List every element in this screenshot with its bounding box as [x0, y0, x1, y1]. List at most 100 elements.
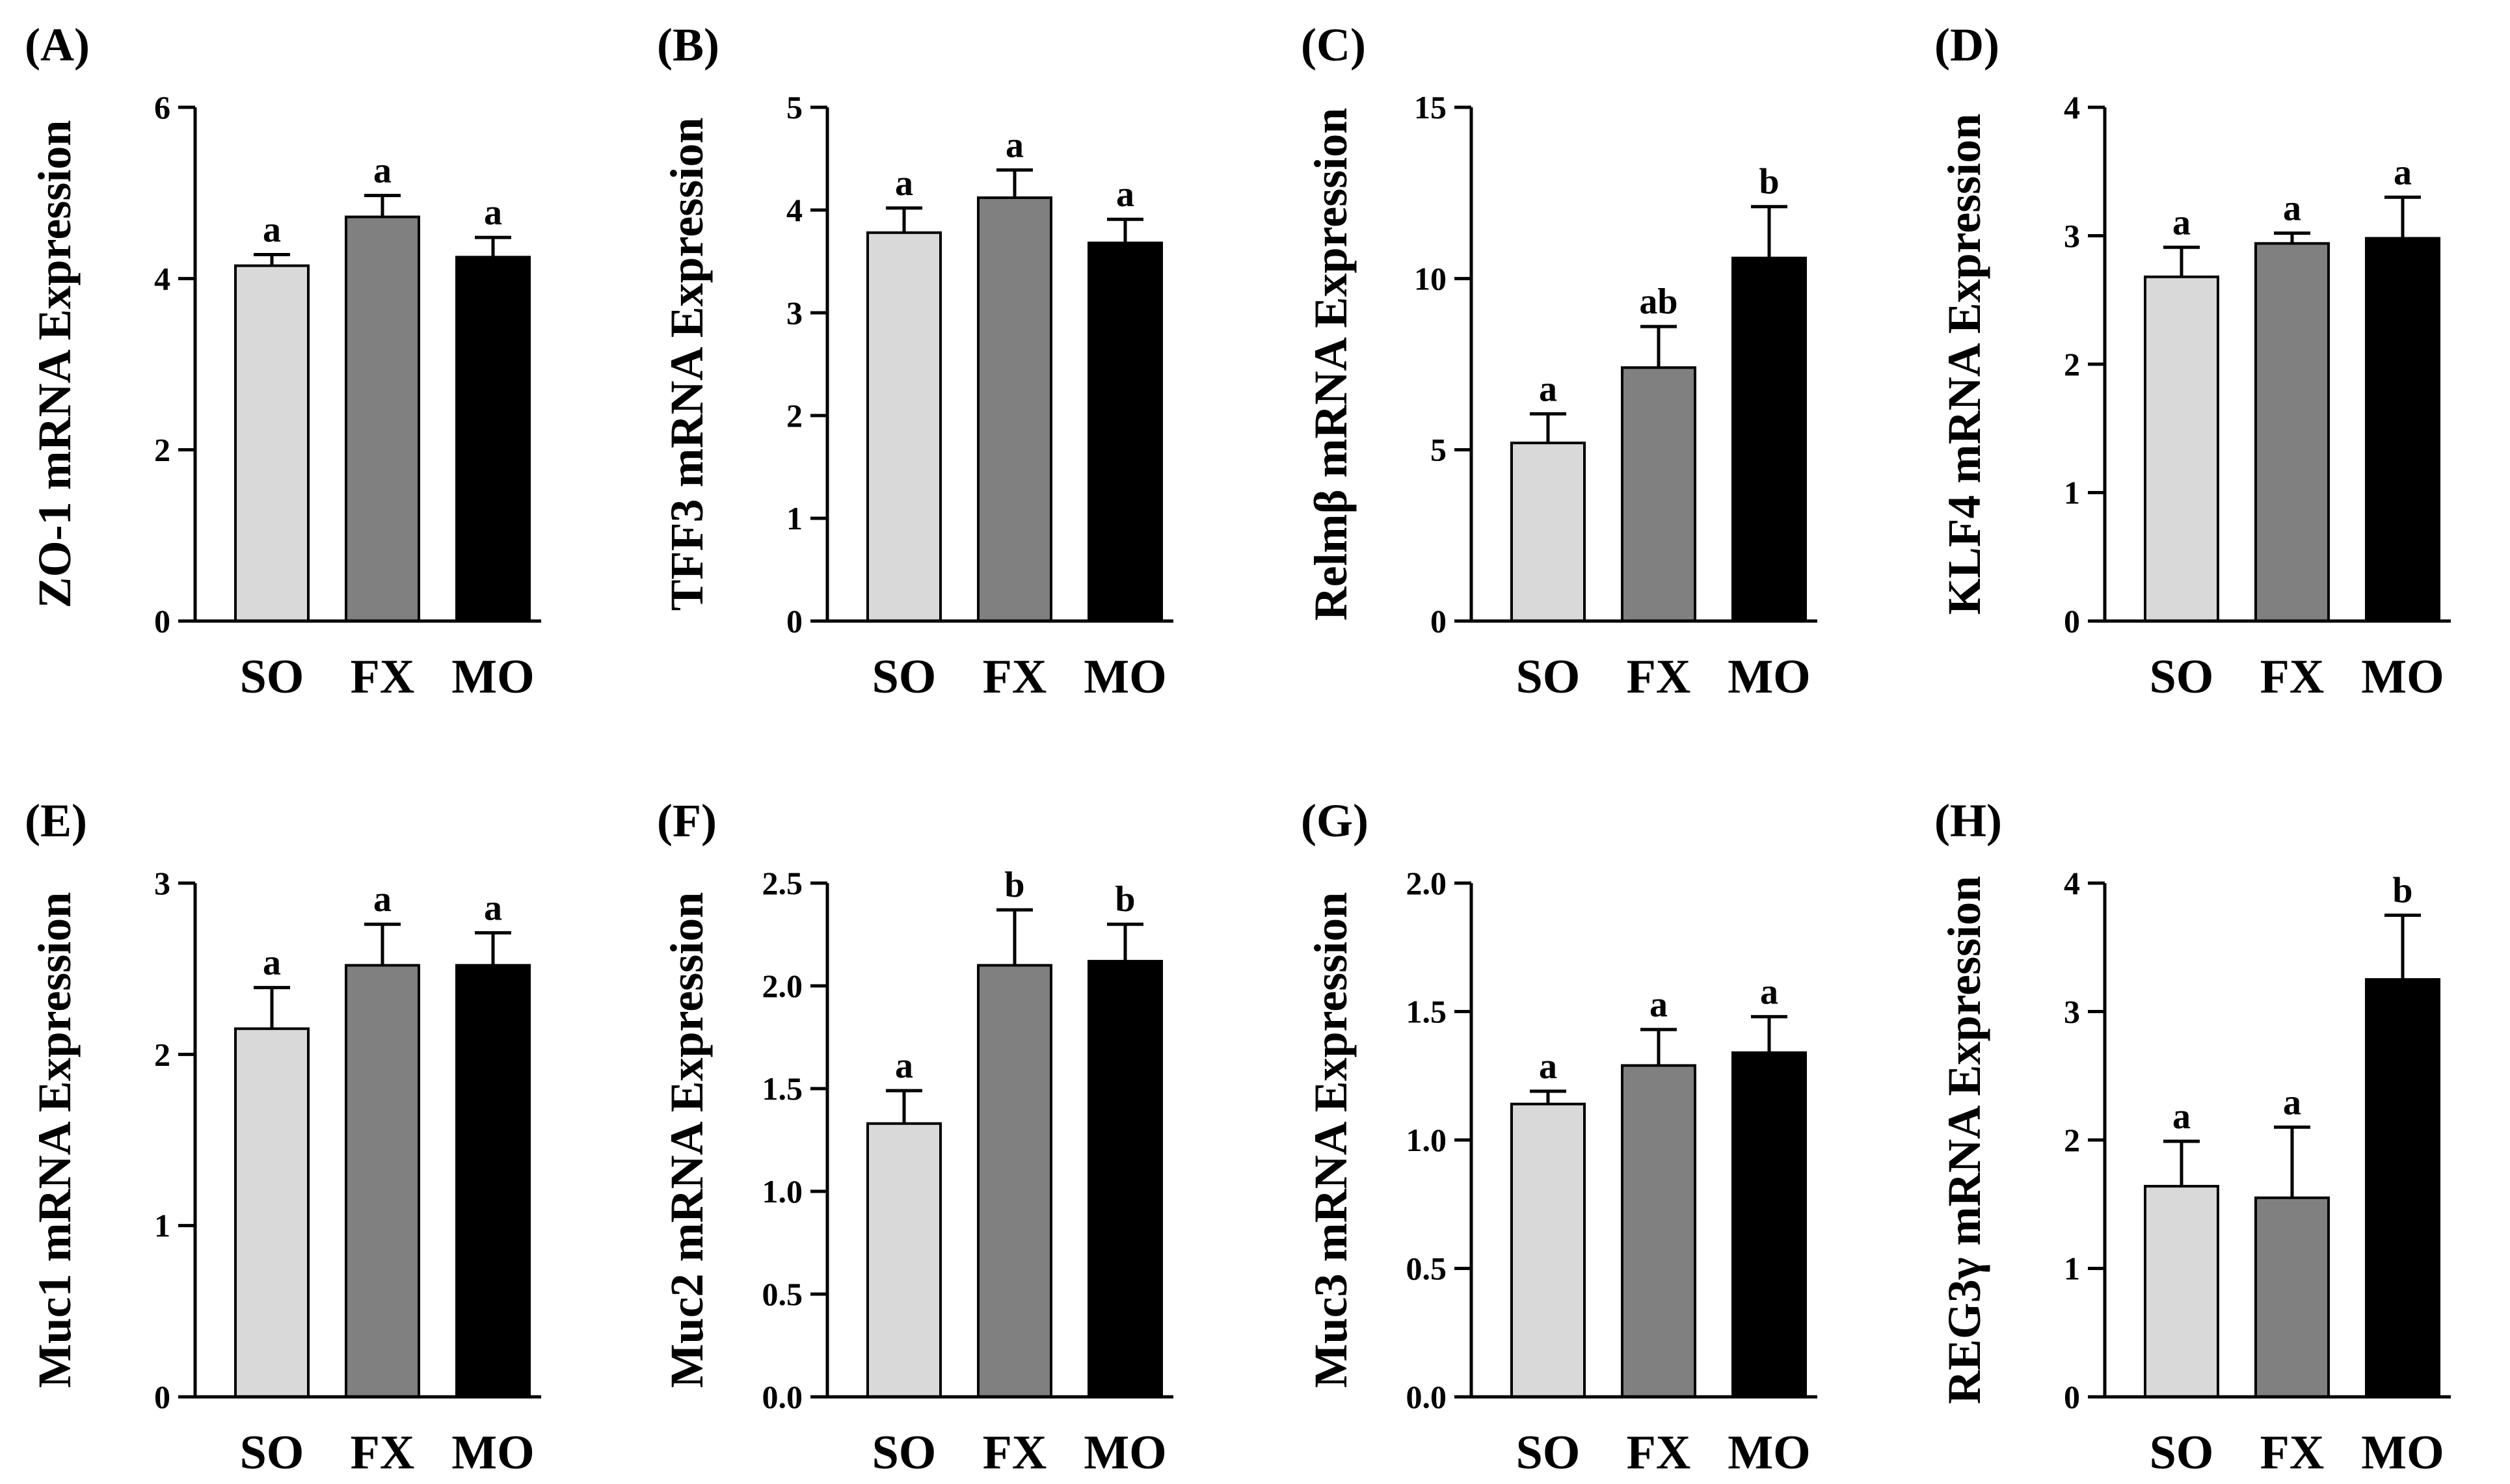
bar-so	[234, 1027, 310, 1399]
chart-panel-5: (E) Muc1 mRNA Expression a SO a FX a MO 0 1 2 3	[25, 795, 541, 1479]
error-bar-mo	[475, 931, 511, 966]
x-tick-label: FX	[1627, 650, 1691, 704]
error-bar-fx	[1640, 325, 1677, 368]
error-bar-mo	[475, 235, 511, 258]
error-bar-mo	[1107, 922, 1143, 962]
x-tick-label: MO	[1084, 650, 1166, 704]
error-bar-fx	[2274, 1125, 2310, 1198]
chart-panel-7: (G) Muc3 mRNA Expression a SO a FX a MO 0.0 0.5 1.…	[1301, 795, 1817, 1479]
y-tick-label: 0.0	[1406, 1379, 1447, 1415]
significance-label: a	[895, 163, 913, 204]
significance-label: a	[1760, 972, 1778, 1012]
bar-mo	[1731, 1051, 1807, 1398]
y-tick-label: 0.0	[762, 1379, 803, 1415]
bar-so	[2144, 275, 2219, 622]
y-tick-label: 0	[1430, 603, 1447, 639]
bar-fx	[1621, 1064, 1696, 1398]
error-bar-fx	[364, 922, 401, 966]
chart-panel-1: (A) ZO-1 mRNA Expression a SO a FX a MO 0 2 4 6	[25, 19, 541, 704]
y-tick-label: 4	[2064, 89, 2080, 126]
significance-label: a	[263, 943, 281, 983]
y-tick-label: 4	[154, 260, 170, 297]
bar-fx	[345, 964, 420, 1398]
y-axis-title: TFF3 mRNA Expression	[661, 118, 713, 611]
error-bar-mo	[2384, 913, 2421, 980]
significance-label: a	[1539, 1046, 1557, 1087]
y-tick-label: 3	[786, 295, 803, 331]
x-tick-label: SO	[872, 1426, 937, 1479]
significance-label: ab	[1639, 282, 1677, 322]
x-tick-label: SO	[2150, 1426, 2214, 1479]
bar-mo	[2365, 237, 2440, 622]
error-bar-so	[254, 252, 290, 266]
panel-label: (C)	[1301, 19, 1366, 71]
chart-panel-8: (H) REG3γ mRNA Expression a SO a FX b MO 0 1 2 3 4	[1934, 795, 2451, 1479]
y-tick-label: 0	[2064, 603, 2080, 639]
chart-panel-6: (F) Muc2 mRNA Expression a SO b FX b MO 0.0 0.5 1.…	[657, 795, 1173, 1479]
y-axis-title: Muc1 mRNA Expression	[29, 892, 81, 1388]
y-tick-label: 0	[154, 1379, 170, 1415]
x-tick-label: SO	[872, 650, 937, 704]
error-bar-fx	[996, 168, 1033, 198]
error-bar-so	[1530, 1089, 1566, 1104]
y-axis-title: REG3γ mRNA Expression	[1938, 876, 1990, 1404]
panel-label: (H)	[1934, 795, 2002, 847]
y-tick-label: 1.5	[762, 1070, 803, 1107]
x-tick-label: MO	[451, 650, 534, 704]
bar-fx	[2254, 242, 2330, 623]
panel-label: (D)	[1934, 19, 1999, 71]
bar-so	[866, 1122, 942, 1398]
y-tick-label: 2	[154, 432, 170, 468]
y-tick-label: 2	[2064, 346, 2080, 382]
y-tick-label: 1.5	[1406, 994, 1447, 1030]
bar-fx	[977, 196, 1052, 623]
x-tick-label: MO	[1728, 1426, 1810, 1479]
y-tick-label: 4	[2064, 865, 2080, 901]
significance-label: a	[2172, 202, 2191, 243]
error-bar-so	[1530, 412, 1566, 444]
error-bar-fx	[2274, 232, 2310, 244]
significance-label: a	[373, 879, 392, 920]
bar-fx	[1621, 366, 1696, 622]
significance-label: a	[1006, 125, 1024, 165]
significance-label: b	[2392, 870, 2412, 910]
y-tick-label: 2.0	[1406, 865, 1447, 901]
error-bar-so	[2163, 1139, 2200, 1187]
y-tick-label: 4	[786, 192, 803, 228]
significance-label: a	[484, 192, 502, 233]
significance-label: b	[1759, 162, 1779, 202]
chart-panel-2: (B) TFF3 mRNA Expression a SO a FX a MO 0 1 2 3 4 5	[657, 19, 1173, 704]
y-tick-label: 0	[154, 603, 170, 639]
bar-so	[1510, 1102, 1586, 1398]
bar-so	[866, 231, 942, 622]
y-tick-label: 1	[786, 500, 803, 537]
panel-label: (B)	[657, 19, 719, 71]
bar-mo	[1088, 960, 1163, 1398]
bar-so	[234, 264, 310, 623]
bar-fx	[2254, 1196, 2330, 1398]
x-tick-label: MO	[2361, 1426, 2444, 1479]
error-bar-mo	[2384, 195, 2421, 239]
significance-label: a	[263, 209, 281, 250]
significance-label: a	[2394, 152, 2412, 192]
significance-label: b	[1115, 879, 1135, 920]
bar-mo	[455, 964, 531, 1398]
y-axis-title: Muc3 mRNA Expression	[1305, 892, 1357, 1388]
error-bar-so	[254, 986, 290, 1029]
panel-label: (A)	[25, 19, 90, 71]
x-tick-label: FX	[2260, 650, 2325, 704]
error-bar-fx	[364, 194, 401, 217]
significance-label: a	[2283, 1082, 2301, 1122]
y-tick-label: 2	[2064, 1122, 2080, 1158]
x-tick-label: FX	[983, 1426, 1047, 1479]
error-bar-mo	[1751, 1014, 1787, 1053]
bar-mo	[2365, 978, 2440, 1398]
x-tick-label: FX	[1627, 1426, 1691, 1479]
x-tick-label: FX	[351, 650, 415, 704]
y-tick-label: 2.0	[762, 968, 803, 1004]
significance-label: a	[895, 1046, 913, 1086]
y-tick-label: 1	[2064, 475, 2080, 511]
panel-label: (G)	[1301, 795, 1368, 847]
y-axis-title: Relmβ mRNA Expression	[1305, 108, 1357, 621]
